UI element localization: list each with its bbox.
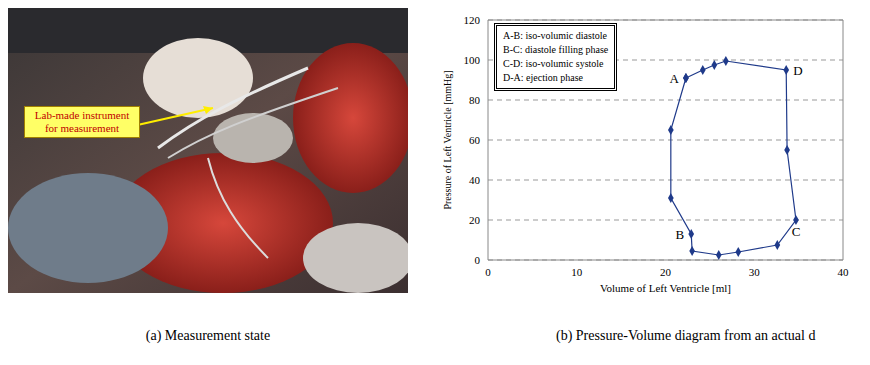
svg-text:C: C bbox=[792, 224, 801, 239]
html-text:(a) Measurement state: (a) Measurement state bbox=[145, 328, 271, 343]
svg-text:D: D bbox=[793, 63, 802, 78]
html-text:C-D: iso-volumic systole: C-D: iso-volumic systole bbox=[503, 58, 604, 69]
html-text:Lab-made instrument for measur: Lab-made instrument for measurement bbox=[34, 109, 130, 134]
html-text:(b) Pressure-Volume diagram fr: (b) Pressure-Volume diagram from an actu… bbox=[556, 328, 816, 343]
svg-text:80: 80 bbox=[469, 94, 481, 106]
svg-text:40: 40 bbox=[469, 174, 481, 186]
svg-text:40: 40 bbox=[838, 266, 850, 278]
svg-text:100: 100 bbox=[464, 54, 481, 66]
html-text:D-A: ejection phase: D-A: ejection phase bbox=[503, 72, 583, 83]
html-text:A-B: iso-volumic diastole: A-B: iso-volumic diastole bbox=[503, 30, 607, 41]
svg-text:120: 120 bbox=[464, 14, 481, 26]
svg-text:60: 60 bbox=[469, 134, 481, 146]
html-text:B-C: diastole filling phase: B-C: diastole filling phase bbox=[503, 44, 609, 55]
svg-text:0: 0 bbox=[485, 266, 491, 278]
svg-text:Pressure of Left Ventricle [mm: Pressure of Left Ventricle [mmHg] bbox=[442, 70, 453, 209]
svg-text:0: 0 bbox=[475, 254, 481, 266]
svg-text:20: 20 bbox=[469, 214, 481, 226]
svg-text:10: 10 bbox=[571, 266, 583, 278]
svg-text:B: B bbox=[676, 227, 685, 242]
svg-text:20: 20 bbox=[660, 266, 672, 278]
svg-text:30: 30 bbox=[749, 266, 761, 278]
svg-text:Volume of Left Ventricle [ml]: Volume of Left Ventricle [ml] bbox=[600, 282, 731, 294]
svg-text:A: A bbox=[670, 71, 680, 86]
